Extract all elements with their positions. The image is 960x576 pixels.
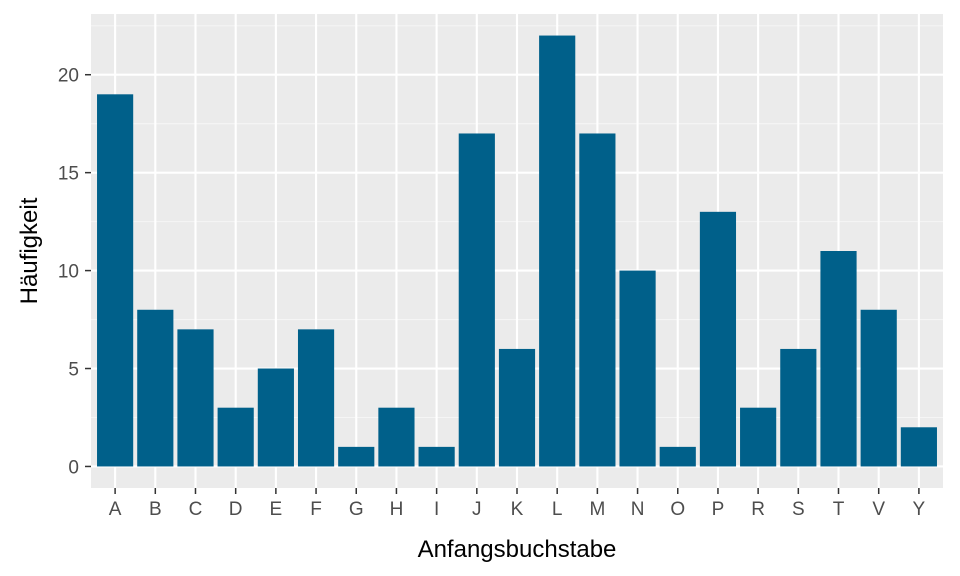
bar-P bbox=[699, 211, 737, 467]
y-axis-title: Häufigkeit bbox=[16, 197, 43, 304]
y-tick-label: 10 bbox=[58, 262, 79, 283]
bar-A bbox=[97, 94, 134, 467]
x-tick-label: L bbox=[552, 499, 563, 520]
bar-J bbox=[458, 133, 495, 467]
x-tick-label: H bbox=[390, 499, 404, 520]
x-tick-label: K bbox=[511, 499, 524, 520]
x-tick-label: S bbox=[792, 499, 805, 520]
bar-G bbox=[338, 446, 375, 467]
bar-N bbox=[619, 270, 656, 467]
x-tick-label: B bbox=[149, 499, 162, 520]
x-axis-title: Anfangsbuchstabe bbox=[418, 536, 617, 563]
x-tick-label: Y bbox=[913, 499, 926, 520]
bar-Y bbox=[900, 427, 937, 467]
y-tick-label: 20 bbox=[58, 66, 79, 87]
y-tick-label: 0 bbox=[68, 457, 79, 478]
x-tick-label: P bbox=[712, 499, 725, 520]
bar-B bbox=[137, 309, 174, 467]
bar-S bbox=[780, 348, 817, 467]
bar-H bbox=[378, 407, 415, 467]
x-tick-label: I bbox=[434, 499, 439, 520]
y-tick-label: 5 bbox=[68, 360, 79, 381]
x-tick-label: D bbox=[229, 499, 243, 520]
x-tick-label: M bbox=[589, 499, 605, 520]
bar-T bbox=[820, 251, 857, 467]
bar-O bbox=[659, 446, 696, 467]
x-tick-label: N bbox=[631, 499, 645, 520]
x-tick-label: T bbox=[833, 499, 845, 520]
x-tick-label: J bbox=[472, 499, 482, 520]
x-tick-label: V bbox=[872, 499, 885, 520]
x-tick-label: A bbox=[109, 499, 122, 520]
bar-I bbox=[418, 446, 455, 467]
x-tick-label: C bbox=[189, 499, 203, 520]
y-axis-ticks: 0 5 10 15 20 bbox=[58, 66, 91, 478]
x-tick-label: R bbox=[751, 499, 765, 520]
x-tick-label: G bbox=[349, 499, 364, 520]
x-tick-label: E bbox=[270, 499, 283, 520]
x-tick-label: F bbox=[310, 499, 322, 520]
bar-R bbox=[740, 407, 777, 467]
bars bbox=[97, 35, 937, 467]
bar-C bbox=[177, 329, 214, 467]
bar-E bbox=[257, 368, 294, 467]
x-tick-label: O bbox=[670, 499, 685, 520]
bar-V bbox=[860, 309, 897, 467]
y-tick-label: 15 bbox=[58, 164, 79, 185]
bar-F bbox=[297, 329, 335, 467]
bar-K bbox=[498, 348, 536, 467]
bar-L bbox=[539, 35, 576, 467]
bar-M bbox=[579, 133, 616, 467]
bar-D bbox=[217, 407, 254, 467]
